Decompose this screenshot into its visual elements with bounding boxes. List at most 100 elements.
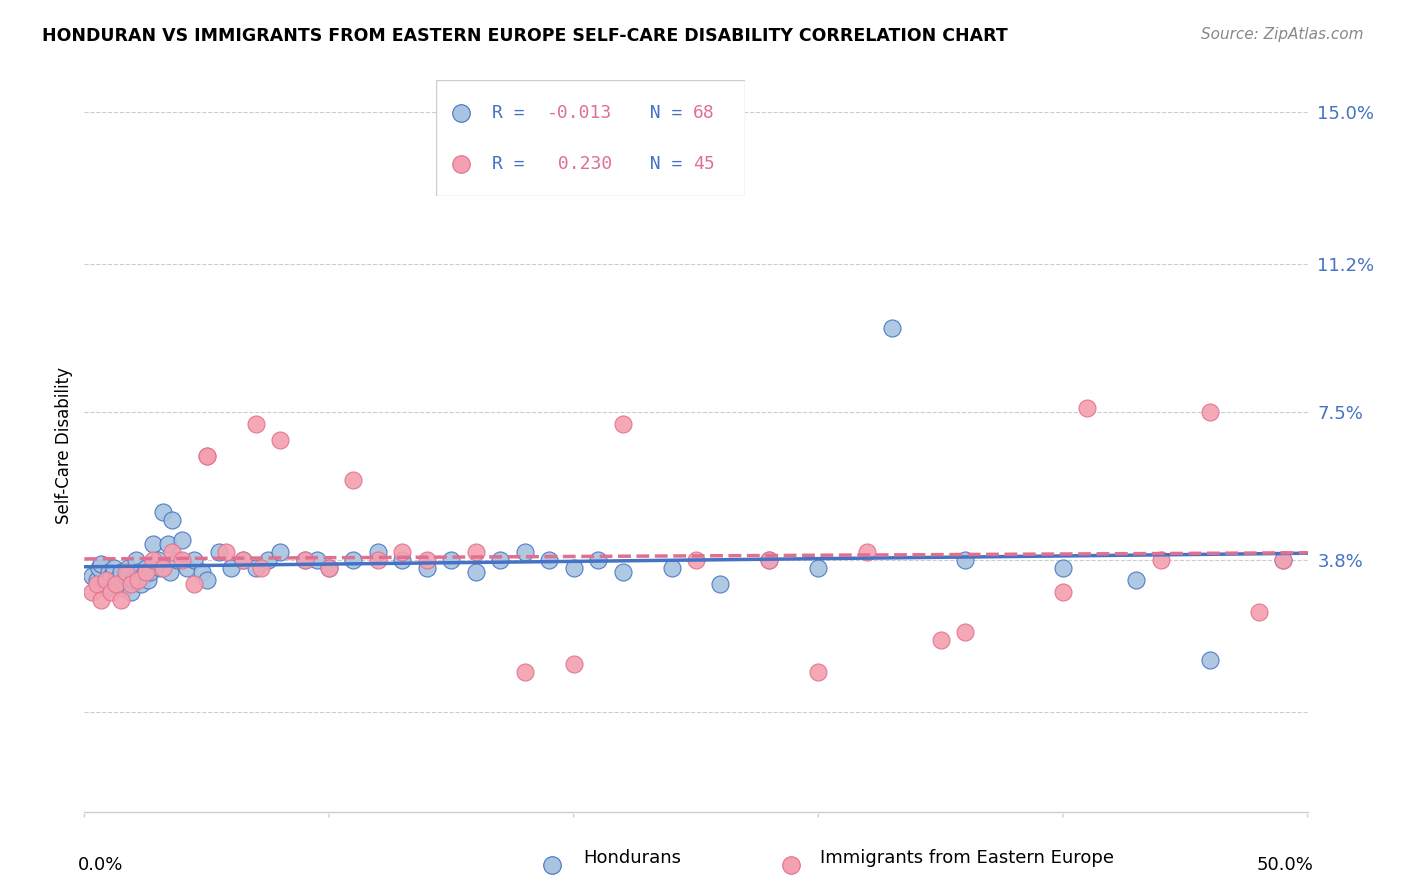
Point: [953, 624, 976, 639]
Point: [450, 157, 472, 171]
Point: [96, 581, 118, 595]
Point: [807, 561, 830, 575]
Point: [80, 569, 103, 583]
Text: -0.013: -0.013: [547, 103, 613, 121]
Point: [176, 561, 198, 575]
Point: [103, 561, 125, 575]
Point: [612, 565, 634, 579]
Point: [367, 545, 389, 559]
Point: [86, 577, 108, 591]
Point: [464, 545, 486, 559]
Point: [294, 553, 316, 567]
Point: [90, 557, 112, 571]
Point: [856, 545, 879, 559]
Point: [136, 573, 159, 587]
Point: [172, 533, 194, 547]
Point: [416, 553, 439, 567]
Point: [87, 561, 110, 575]
Point: [120, 577, 142, 591]
Point: [367, 553, 389, 567]
Text: 0.0%: 0.0%: [79, 855, 124, 873]
Point: [127, 565, 149, 579]
Point: [294, 553, 316, 567]
Point: [232, 553, 254, 567]
Point: [97, 565, 120, 579]
Point: [257, 553, 280, 567]
Point: [513, 545, 536, 559]
Text: N =: N =: [627, 103, 693, 121]
Point: [612, 417, 634, 431]
Point: [122, 573, 145, 587]
Point: [305, 553, 328, 567]
Point: [215, 545, 238, 559]
Point: [269, 433, 291, 447]
Point: [139, 565, 162, 579]
Point: [132, 569, 155, 583]
Point: [880, 321, 903, 335]
Point: [1125, 573, 1147, 587]
Point: [120, 585, 142, 599]
Point: [195, 449, 218, 463]
Point: [219, 561, 242, 575]
Text: R =: R =: [492, 103, 536, 121]
Point: [183, 553, 205, 567]
Point: [166, 553, 188, 567]
Text: HONDURAN VS IMMIGRANTS FROM EASTERN EUROPE SELF-CARE DISABILITY CORRELATION CHAR: HONDURAN VS IMMIGRANTS FROM EASTERN EURO…: [42, 27, 1008, 45]
Point: [152, 561, 174, 575]
Point: [142, 553, 165, 567]
Point: [489, 553, 512, 567]
Text: Immigrants from Eastern Europe: Immigrants from Eastern Europe: [820, 849, 1114, 867]
Text: 68: 68: [693, 103, 714, 121]
Point: [105, 577, 128, 591]
Point: [342, 553, 364, 567]
Point: [953, 553, 976, 567]
Point: [758, 553, 780, 567]
Point: [1247, 605, 1270, 619]
Point: [195, 573, 218, 587]
Point: [183, 577, 205, 591]
Point: [245, 417, 267, 431]
Point: [709, 577, 731, 591]
Point: [100, 569, 122, 583]
Point: [661, 561, 683, 575]
Point: [162, 545, 184, 559]
Point: [115, 565, 138, 579]
Point: [80, 585, 103, 599]
Point: [107, 577, 129, 591]
Point: [416, 561, 439, 575]
Point: [93, 577, 115, 591]
Point: [391, 545, 413, 559]
Point: [779, 858, 801, 872]
Point: [342, 473, 364, 487]
Point: [1272, 553, 1295, 567]
Point: [540, 858, 562, 872]
Point: [685, 553, 707, 567]
Point: [117, 561, 139, 575]
Point: [86, 573, 108, 587]
Point: [807, 665, 830, 679]
Point: [208, 545, 231, 559]
Point: [318, 561, 340, 575]
Point: [105, 573, 128, 587]
Point: [142, 537, 165, 551]
Point: [149, 561, 172, 575]
Point: [90, 593, 112, 607]
Text: 50.0%: 50.0%: [1257, 855, 1313, 873]
Point: [96, 573, 118, 587]
Point: [440, 553, 463, 567]
Text: Source: ZipAtlas.com: Source: ZipAtlas.com: [1201, 27, 1364, 42]
Point: [135, 561, 157, 575]
Point: [562, 561, 585, 575]
Point: [112, 581, 135, 595]
Point: [191, 565, 214, 579]
Point: [586, 553, 609, 567]
Point: [125, 553, 148, 567]
Point: [1076, 401, 1098, 415]
Point: [1150, 553, 1173, 567]
Point: [929, 632, 952, 647]
Point: [172, 553, 194, 567]
Point: [562, 657, 585, 671]
Point: [391, 553, 413, 567]
Point: [162, 513, 184, 527]
Text: 0.230: 0.230: [547, 155, 613, 173]
